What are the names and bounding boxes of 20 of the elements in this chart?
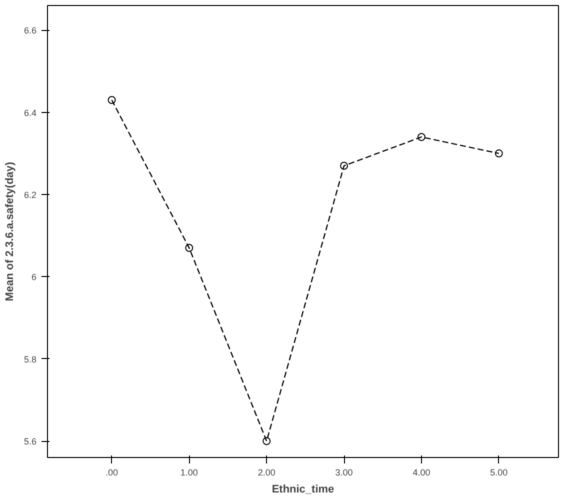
point [417,133,426,141]
y-tick-label: 5.8 [24,354,37,364]
x-tick-label: 3.00 [335,468,353,478]
y-tick-label: 5.6 [24,436,37,447]
y-tick-label: 6.4 [24,108,37,118]
point [108,96,116,104]
y-tick-label: 6 [31,272,37,282]
x-tick-label: 2.00 [258,468,276,478]
x-tick-label: .00 [106,468,118,478]
point [340,162,348,170]
point [185,244,194,252]
x-tick-label: 4.00 [412,468,430,478]
y-tick-label: 6.6 [24,26,37,36]
x-tick-label: 1.00 [180,468,198,478]
x-axis-title: Ethnic_time [272,484,334,496]
y-axis-title: Mean of 2.3.6.a.safety(day) [4,161,16,302]
point [262,437,271,446]
y-tick-label: 6.2 [24,190,37,200]
x-tick-label: 5.00 [490,468,508,478]
point [494,149,503,158]
